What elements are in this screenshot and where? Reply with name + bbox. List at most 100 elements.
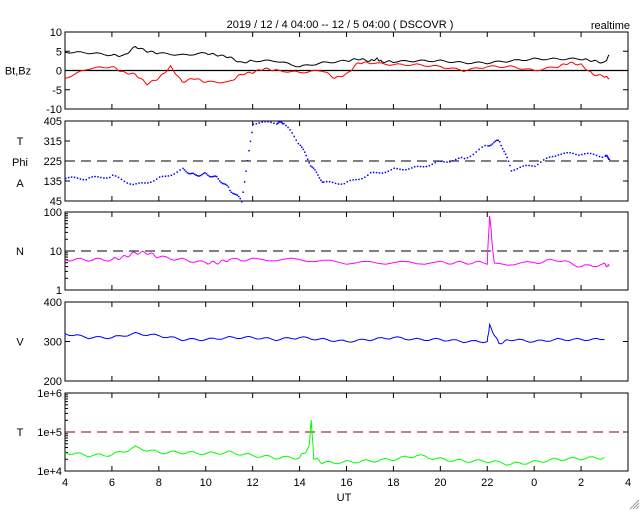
phi-point — [246, 159, 249, 162]
phi-point — [437, 160, 439, 162]
phi-point — [481, 146, 483, 148]
phi-point — [581, 153, 583, 156]
phi-point — [496, 139, 498, 142]
phi-point — [422, 166, 425, 168]
y-tick-label: 315 — [44, 136, 62, 148]
phi-point — [293, 135, 295, 138]
phi-point — [194, 173, 196, 176]
series-line-v — [64, 322, 605, 345]
y-tick-label: 100 — [44, 207, 62, 219]
phi-point — [431, 163, 434, 165]
phi-point — [522, 165, 524, 167]
realtime-label: realtime — [591, 20, 630, 32]
phi-point — [277, 121, 280, 124]
phi-point — [545, 157, 548, 159]
phi-point — [261, 121, 263, 123]
phi-point — [475, 151, 478, 153]
phi-point — [498, 140, 501, 143]
phi-point — [170, 174, 173, 177]
phi-point — [198, 175, 200, 177]
y-tick-label: 0 — [56, 66, 62, 78]
phi-point — [111, 174, 114, 176]
phi-point — [584, 153, 586, 155]
phi-point — [196, 175, 199, 177]
phi-point — [566, 151, 568, 154]
phi-point — [291, 132, 293, 134]
phi-point — [76, 177, 79, 179]
phi-point — [589, 152, 592, 155]
phi-point — [320, 179, 322, 182]
phi-point — [103, 177, 105, 179]
chart-title: 2019 / 12 / 4 04:00 -- 12 / 5 04:00 ( DS… — [227, 19, 454, 31]
phi-point — [601, 156, 604, 158]
phi-point — [258, 122, 261, 124]
phi-point — [361, 177, 363, 180]
phi-point — [150, 181, 152, 183]
phi-point — [554, 155, 557, 157]
phi-point — [575, 153, 577, 156]
phi-point — [295, 139, 297, 141]
x-tick-label: 12 — [247, 477, 259, 489]
phi-point — [82, 178, 85, 181]
phi-point — [323, 181, 325, 183]
phi-point — [183, 169, 186, 171]
phi-point — [283, 122, 285, 125]
phi-point — [192, 172, 195, 175]
phi-point — [179, 169, 181, 171]
phi-point — [586, 152, 589, 155]
phi-point — [85, 178, 88, 181]
phi-point — [204, 172, 206, 174]
phi-point — [595, 154, 598, 157]
phi-point — [280, 121, 283, 123]
y-tick-label: 405 — [44, 116, 62, 128]
series-line-n — [64, 215, 610, 268]
phi-point — [608, 158, 611, 161]
phi-point — [73, 176, 76, 179]
phi-point — [189, 172, 192, 175]
phi-point — [446, 161, 448, 163]
phi-point — [364, 176, 366, 178]
x-tick-label: 18 — [387, 477, 399, 489]
phi-point — [372, 171, 375, 174]
phi-point — [507, 160, 510, 162]
phi-point — [340, 183, 343, 185]
phi-point — [248, 149, 250, 152]
phi-point — [213, 175, 215, 178]
phi-point — [337, 183, 340, 185]
phi-point — [384, 171, 387, 174]
phi-point — [211, 175, 214, 178]
phi-point — [191, 172, 193, 175]
phi-point — [309, 165, 312, 167]
y-tick-label: 135 — [44, 176, 62, 188]
phi-point — [513, 169, 516, 171]
phi-point — [199, 174, 202, 177]
y-tick-label: 1 — [56, 285, 62, 297]
phi-point — [221, 182, 224, 185]
phi-point — [469, 155, 472, 158]
phi-point — [120, 178, 123, 181]
phi-point — [251, 131, 253, 134]
phi-point — [141, 182, 143, 184]
phi-point — [226, 184, 228, 187]
phi-point — [413, 165, 416, 168]
y-tick-label: -10 — [46, 104, 62, 116]
phi-point — [315, 171, 318, 173]
phi-point — [79, 178, 82, 180]
x-tick-label: 20 — [434, 477, 446, 489]
phi-point — [491, 143, 494, 145]
phi-point — [94, 175, 96, 178]
phi-point — [297, 142, 300, 145]
phi-point — [91, 176, 93, 178]
phi-point — [70, 176, 73, 178]
phi-point — [352, 179, 354, 181]
phi-point — [238, 195, 240, 198]
phi-point — [396, 167, 398, 170]
phi-point — [289, 129, 291, 131]
phi-point — [428, 164, 431, 167]
phi-point — [224, 183, 227, 186]
phi-point — [534, 165, 536, 168]
y-tick-label: 400 — [44, 297, 62, 309]
y-tick-label: 200 — [44, 376, 62, 388]
